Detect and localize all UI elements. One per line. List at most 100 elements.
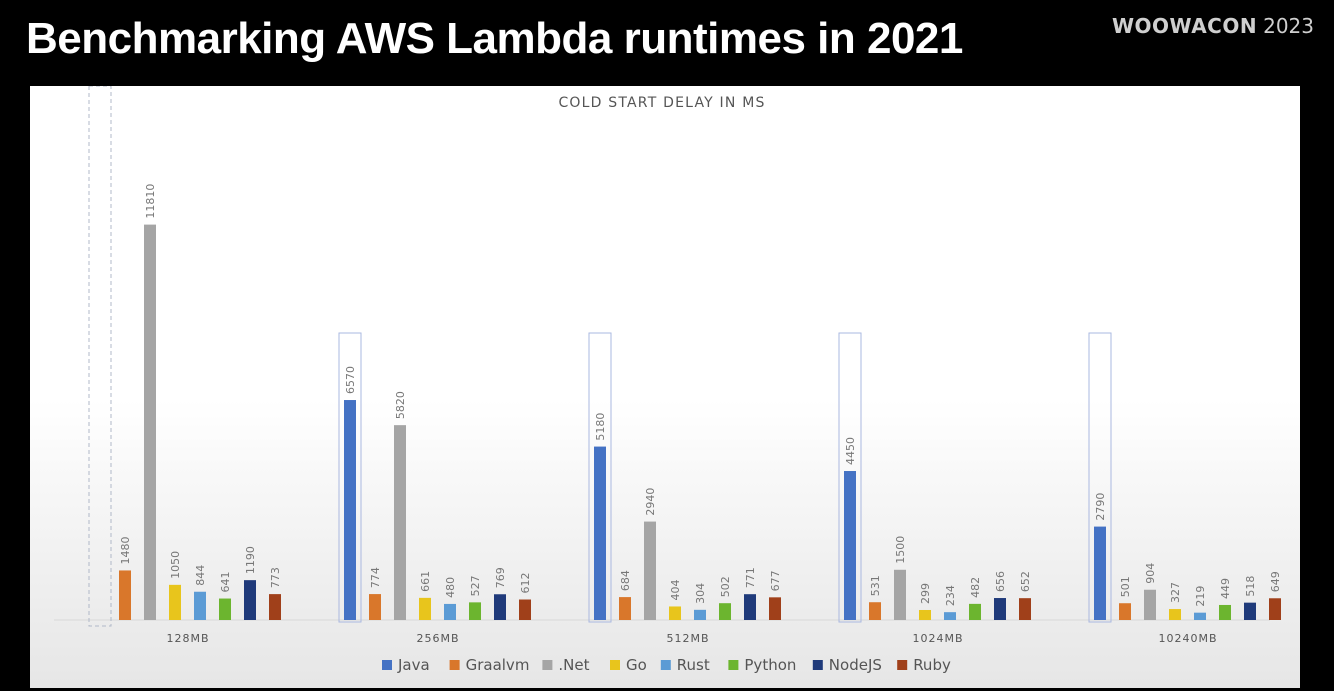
- data-label-python-1024mb: 482: [969, 577, 982, 598]
- bar-python-10240mb: [1219, 604, 1231, 620]
- legend-swatch-ruby: [897, 660, 908, 670]
- highlight-frame-128mb: [88, 86, 112, 627]
- data-label-rust-256mb: 480: [444, 577, 457, 598]
- data-label-net-128mb: 11810: [144, 184, 157, 219]
- data-label-ruby-512mb: 677: [769, 570, 782, 591]
- data-label-python-512mb: 502: [719, 576, 732, 597]
- data-label-java-256mb: 6570: [344, 366, 357, 394]
- data-label-graalvm-512mb: 684: [619, 570, 632, 591]
- legend-item-net: .Net: [542, 656, 590, 674]
- highlight-frame-10240mb: [1088, 332, 1112, 623]
- bar-ruby-256mb: [519, 599, 531, 620]
- bar-go-512mb: [669, 606, 681, 620]
- data-label-go-256mb: 661: [419, 571, 432, 592]
- chart-panel: COLD START DELAY IN MS 1480 11810 1050 844 6…: [30, 86, 1300, 688]
- brand-year: 2023: [1263, 14, 1314, 38]
- data-label-ruby-1024mb: 652: [1019, 571, 1032, 592]
- bar-net-256mb: [394, 425, 406, 620]
- legend-label-net: .Net: [558, 656, 589, 674]
- legend: Java Graalvm .Net Go Rust Python NodeJS Ruby: [382, 656, 951, 674]
- data-label-net-512mb: 2940: [644, 488, 657, 516]
- bar-ruby-10240mb: [1269, 598, 1281, 620]
- legend-swatch-rust: [660, 660, 671, 670]
- bar-ruby-512mb: [769, 597, 781, 620]
- data-label-rust-128mb: 844: [194, 565, 207, 586]
- data-label-net-1024mb: 1500: [894, 536, 907, 564]
- legend-swatch-nodejs: [812, 660, 823, 670]
- highlight-frame-512mb: [588, 332, 612, 623]
- bar-ruby-128mb: [269, 594, 281, 620]
- bar-graalvm-10240mb: [1119, 603, 1131, 620]
- bar-net-10240mb: [1144, 589, 1156, 620]
- data-label-java-10240mb: 2790: [1094, 493, 1107, 521]
- data-label-python-128mb: 641: [219, 572, 232, 593]
- bar-go-10240mb: [1169, 609, 1181, 620]
- x-tick-label-256mb: 256MB: [416, 632, 459, 645]
- brand-logo: WOOWACON 2023: [1112, 14, 1314, 38]
- bar-graalvm-128mb: [119, 570, 131, 620]
- bar-chart: COLD START DELAY IN MS 1480 11810 1050 844 6…: [54, 86, 1282, 674]
- highlight-frame-256mb: [338, 332, 362, 623]
- data-label-rust-10240mb: 219: [1194, 586, 1207, 607]
- legend-label-python: Python: [744, 656, 796, 674]
- legend-label-ruby: Ruby: [913, 656, 951, 674]
- data-label-python-256mb: 527: [469, 575, 482, 596]
- bar-graalvm-256mb: [369, 594, 381, 620]
- brand-name: WOOWACON: [1111, 14, 1258, 38]
- slide-title: Benchmarking AWS Lambda runtimes in 2021: [26, 14, 963, 63]
- bar-python-128mb: [219, 598, 231, 620]
- data-label-net-10240mb: 904: [1144, 563, 1157, 584]
- data-label-ruby-10240mb: 649: [1269, 571, 1282, 592]
- data-label-go-512mb: 404: [669, 579, 682, 600]
- data-label-ruby-128mb: 773: [269, 567, 282, 588]
- x-tick-label-1024mb: 1024MB: [912, 632, 963, 645]
- data-label-nodejs-256mb: 769: [494, 567, 507, 588]
- legend-swatch-net: [542, 660, 553, 670]
- bar-go-128mb: [169, 584, 181, 620]
- bar-nodejs-128mb: [244, 580, 256, 620]
- bar-rust-512mb: [694, 609, 706, 620]
- legend-swatch-java: [382, 660, 392, 670]
- bar-rust-256mb: [444, 603, 456, 620]
- legend-label-go: Go: [626, 656, 647, 674]
- highlight-frame-1024mb: [838, 332, 862, 623]
- x-tick-label-128mb: 128MB: [166, 632, 209, 645]
- bar-net-1024mb: [894, 569, 906, 620]
- legend-item-rust: Rust: [660, 656, 710, 674]
- data-label-nodejs-10240mb: 518: [1244, 576, 1257, 597]
- bar-nodejs-1024mb: [994, 598, 1006, 620]
- legend-label-nodejs: NodeJS: [829, 656, 882, 674]
- legend-item-ruby: Ruby: [897, 656, 951, 674]
- bar-java-10240mb: [1094, 526, 1106, 620]
- bar-go-1024mb: [919, 609, 931, 620]
- legend-item-java: Java: [382, 656, 430, 674]
- bar-graalvm-512mb: [619, 597, 631, 620]
- bar-ruby-1024mb: [1019, 598, 1031, 620]
- legend-item-python: Python: [728, 656, 796, 674]
- data-label-go-128mb: 1050: [169, 551, 182, 579]
- data-label-graalvm-128mb: 1480: [119, 536, 132, 564]
- data-label-go-1024mb: 299: [919, 583, 932, 604]
- data-label-go-10240mb: 327: [1169, 582, 1182, 603]
- data-label-nodejs-128mb: 1190: [244, 546, 257, 574]
- legend-label-graalvm: Graalvm: [466, 656, 530, 674]
- bar-java-1024mb: [844, 471, 856, 620]
- legend-item-nodejs: NodeJS: [812, 656, 882, 674]
- legend-swatch-graalvm: [449, 660, 460, 670]
- bar-python-1024mb: [969, 603, 981, 620]
- bar-nodejs-512mb: [744, 594, 756, 620]
- legend-label-java: Java: [397, 656, 430, 674]
- bar-nodejs-256mb: [494, 594, 506, 620]
- data-label-graalvm-1024mb: 531: [869, 575, 882, 596]
- legend-item-graalvm: Graalvm: [449, 656, 530, 674]
- data-label-net-256mb: 5820: [394, 391, 407, 419]
- bar-graalvm-1024mb: [869, 602, 881, 620]
- x-tick-label-10240mb: 10240MB: [1158, 632, 1217, 645]
- bar-net-512mb: [644, 521, 656, 620]
- bar-nodejs-10240mb: [1244, 602, 1256, 620]
- data-label-java-512mb: 5180: [594, 413, 607, 441]
- data-label-rust-1024mb: 234: [944, 585, 957, 606]
- legend-item-go: Go: [610, 656, 647, 674]
- legend-label-rust: Rust: [677, 656, 710, 674]
- data-label-ruby-256mb: 612: [519, 573, 532, 594]
